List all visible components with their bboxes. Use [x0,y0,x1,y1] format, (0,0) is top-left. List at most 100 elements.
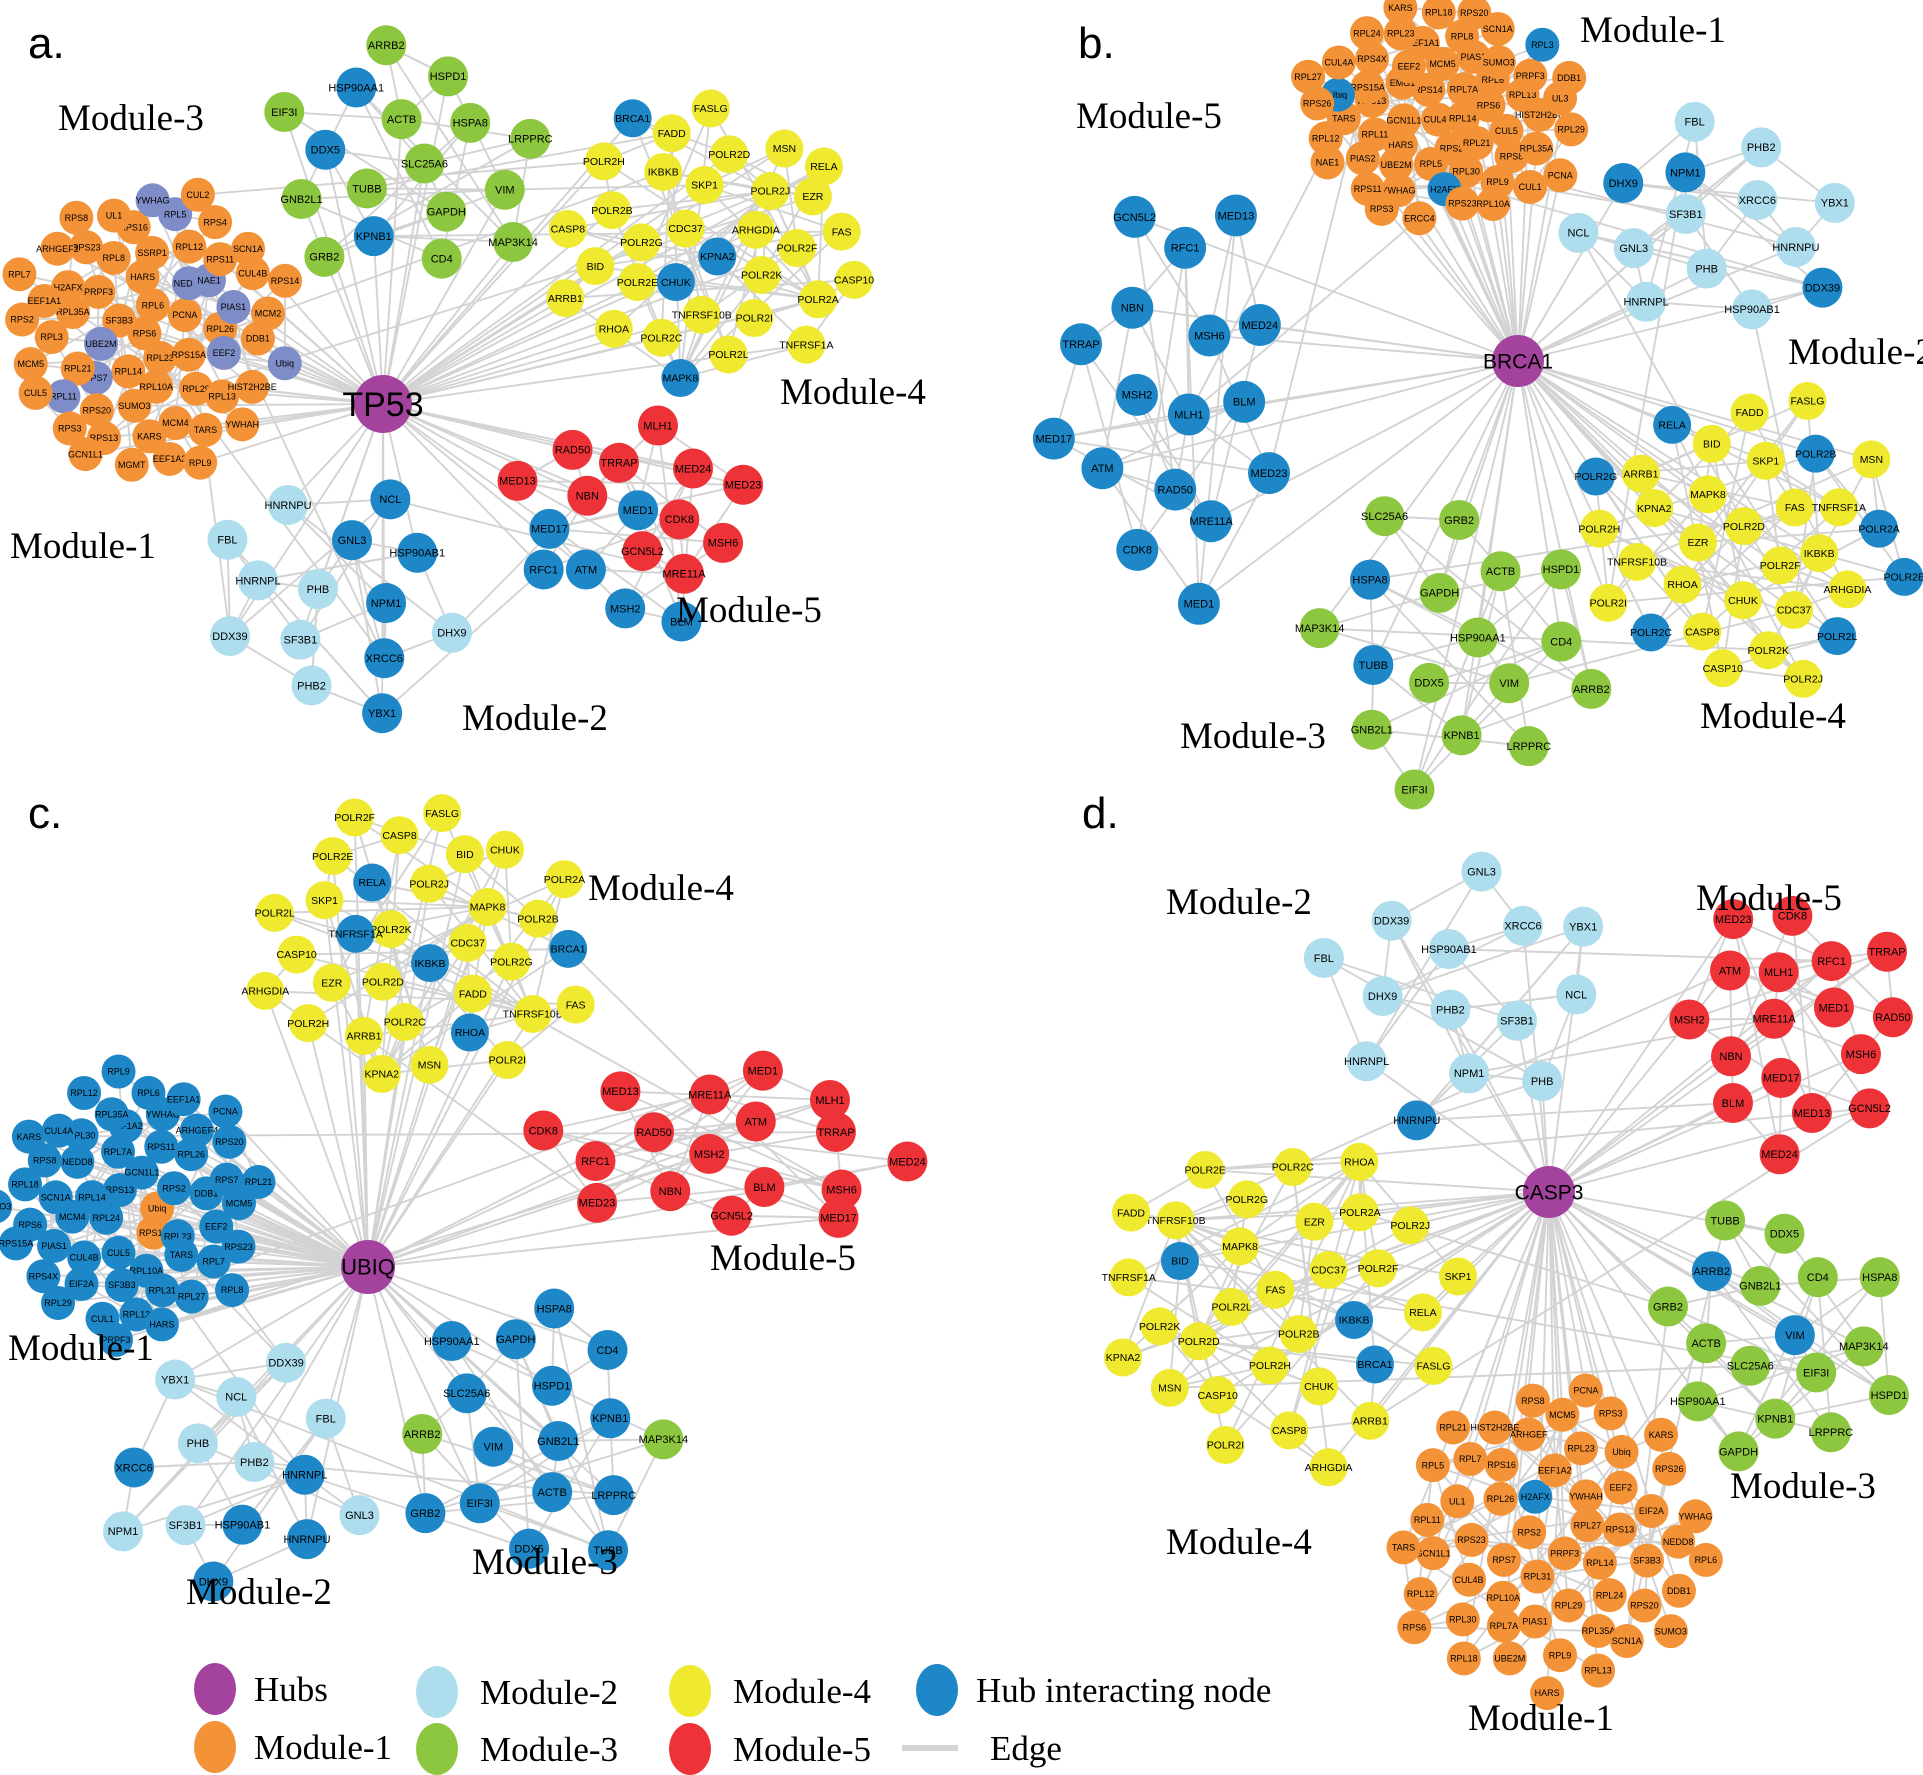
node-circle-POLR2D[interactable] [1724,507,1763,546]
node-NBN[interactable]: NBN [567,475,608,516]
node-circle-POLR2E[interactable] [1186,1150,1225,1189]
node-RAD50[interactable]: RAD50 [1872,997,1913,1038]
node-SCN1A[interactable]: SCN1A [231,231,266,266]
node-POLR2C[interactable]: POLR2C [1272,1148,1314,1187]
node-circle-HIST2H2BE[interactable] [235,369,270,404]
node-GNB2L1[interactable]: GNB2L1 [280,178,323,219]
node-POLR2F[interactable]: POLR2F [777,229,818,268]
node-circle-ARRB1[interactable] [1351,1401,1390,1440]
node-circle-KARS[interactable] [1383,0,1418,25]
node-circle-POLR2C[interactable] [385,1002,424,1041]
node-circle-TNFRSF1A[interactable] [1109,1258,1148,1297]
node-ACTB[interactable]: ACTB [1686,1323,1727,1364]
node-YWHAG[interactable]: YWHAG [136,183,170,218]
node-POLR2A[interactable]: POLR2A [544,860,585,899]
node-DDX39[interactable]: DDX39 [266,1342,307,1383]
node-circle-KARS[interactable] [11,1119,46,1154]
node-circle-ARRB1[interactable] [1621,454,1660,493]
node-circle-SSRP1[interactable] [135,235,170,270]
node-NEDD8[interactable]: NEDD8 [1661,1524,1696,1559]
node-circle-MED17[interactable] [1761,1057,1802,1098]
node-circle-RPL5[interactable] [1413,146,1448,181]
node-MAP3K14[interactable]: MAP3K14 [488,221,538,262]
node-circle-PHB[interactable] [1686,248,1727,289]
node-circle-PCNA[interactable] [167,298,202,333]
node-circle-SF3B3[interactable] [1629,1543,1664,1578]
node-MRE11A[interactable]: MRE11A [662,553,706,594]
node-RPL31[interactable]: RPL31 [145,1273,180,1308]
hub-circle-BRCA1[interactable] [1492,335,1544,387]
node-RPL3[interactable]: RPL3 [1525,27,1560,62]
node-circle-RPL14[interactable] [1582,1545,1617,1580]
node-circle-POLR2L[interactable] [255,893,294,932]
node-circle-CASP8[interactable] [380,816,419,855]
node-GRB2[interactable]: GRB2 [1439,499,1480,540]
node-circle-PHB2[interactable] [1430,989,1471,1030]
node-RPS2[interactable]: RPS2 [1512,1515,1547,1550]
node-circle-MSH2[interactable] [605,588,646,629]
node-circle-CUL5[interactable] [1489,113,1524,148]
node-circle-MSN[interactable] [765,129,804,168]
node-circle-RPL7A[interactable] [1446,72,1481,107]
node-EEF2[interactable]: EEF2 [199,1209,234,1244]
node-CUL4A[interactable]: CUL4A [41,1113,76,1148]
node-SCN1A[interactable]: SCN1A [1609,1623,1644,1658]
node-circle-HSP90AB1[interactable] [397,532,438,573]
node-RPS8[interactable]: RPS8 [59,200,94,235]
node-RAD50[interactable]: RAD50 [634,1112,675,1153]
node-circle-RPL12[interactable] [172,229,207,264]
node-MCM5[interactable]: MCM5 [1545,1397,1580,1432]
node-circle-RPL18[interactable] [1446,1641,1481,1676]
node-circle-EEF2[interactable] [206,335,241,370]
node-circle-RPL21[interactable] [1459,125,1494,160]
node-circle-RPL10A[interactable] [1486,1580,1521,1615]
node-POLR2B[interactable]: POLR2B [517,899,559,938]
node-EEF1A1[interactable]: EEF1A1 [27,283,62,318]
node-RPL5[interactable]: RPL5 [1415,1448,1450,1483]
node-CASP10[interactable]: CASP10 [276,935,317,974]
node-SKP1[interactable]: SKP1 [1439,1257,1478,1296]
node-circle-ARRB1[interactable] [546,279,585,318]
node-MCM5[interactable]: MCM5 [13,347,48,382]
node-circle-CASP8[interactable] [548,209,587,248]
node-circle-GRB2[interactable] [1647,1286,1688,1327]
node-ARRB1[interactable]: ARRB1 [344,1016,383,1055]
node-circle-MCM5[interactable] [13,347,48,382]
node-circle-NPM1[interactable] [366,583,407,624]
node-circle-RPS14[interactable] [1411,72,1446,107]
node-circle-MGMT[interactable] [114,447,149,482]
node-DHX9[interactable]: DHX9 [193,1561,234,1602]
node-circle-KPNB1[interactable] [590,1398,631,1439]
node-circle-RPL3[interactable] [1525,27,1560,62]
node-RPL8[interactable]: RPL8 [215,1273,250,1308]
node-VIM[interactable]: VIM [484,169,525,210]
node-HNRNPL[interactable]: HNRNPL [282,1454,327,1495]
node-RELA[interactable]: RELA [1403,1293,1442,1332]
node-circle-TRRAP[interactable] [1060,323,1103,366]
node-circle-FAS[interactable] [556,985,595,1024]
node-RPS15A[interactable]: RPS15A [0,1226,33,1261]
node-circle-CUL5[interactable] [101,1235,136,1270]
node-TRRAP[interactable]: TRRAP [815,1112,856,1153]
node-circle-GNL3[interactable] [1461,851,1502,892]
node-ATM[interactable]: ATM [735,1101,776,1142]
node-circle-RPL21[interactable] [241,1164,276,1199]
node-circle-KPNA2[interactable] [698,237,737,276]
node-circle-CUL5[interactable] [18,375,53,410]
node-circle-UL1[interactable] [1440,1484,1475,1519]
node-GAPDH[interactable]: GAPDH [1419,572,1460,613]
node-POLR2B[interactable]: POLR2B [591,191,633,230]
node-circle-POLR2C[interactable] [1632,613,1671,652]
node-PCNA[interactable]: PCNA [208,1094,243,1129]
node-circle-HARS[interactable] [144,1307,179,1342]
node-circle-RPL9[interactable] [101,1054,136,1089]
node-circle-HSP90AB1[interactable] [1428,928,1469,969]
node-RPL12[interactable]: RPL12 [172,229,207,264]
node-circle-RPL26[interactable] [1483,1481,1518,1516]
node-circle-RPL3[interactable] [34,320,69,355]
node-RHOA[interactable]: RHOA [594,309,633,348]
node-HSPA8[interactable]: HSPA8 [450,102,491,143]
node-POLR2I[interactable]: POLR2I [488,1041,527,1080]
node-SKP1[interactable]: SKP1 [685,166,724,205]
node-circle-POLR2I[interactable] [488,1041,527,1080]
